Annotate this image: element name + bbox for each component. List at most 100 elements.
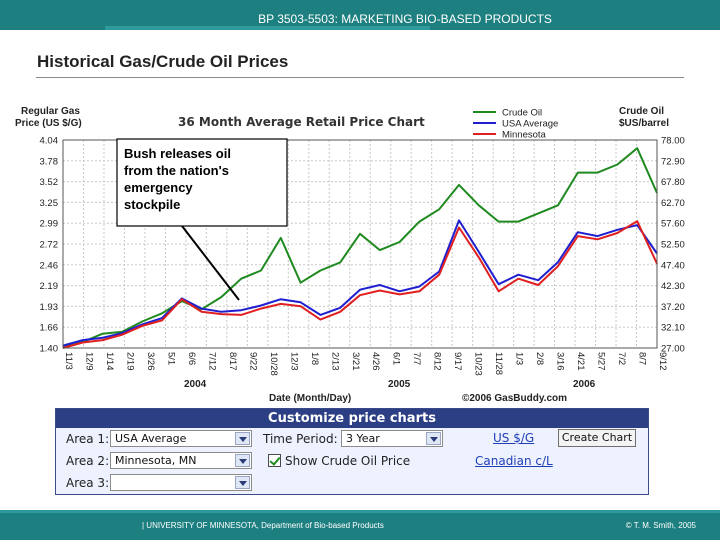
x-tick-label: 3/26 — [145, 352, 156, 371]
footer-bar: | UNIVERSITY OF MINNESOTA, Department of… — [0, 510, 720, 540]
left-tick-label: 2.99 — [40, 219, 59, 230]
canadian-link[interactable]: Canadian c/L — [475, 454, 553, 468]
left-tick-label: 3.25 — [40, 198, 59, 209]
right-tick-label: 57.60 — [661, 219, 685, 230]
legend-label: Minnesota — [502, 130, 547, 141]
x-tick-label: 9/12 — [657, 352, 668, 371]
footer-strip — [0, 510, 720, 513]
series-line-minnesota — [62, 220, 658, 349]
customize-panel: Customize price charts Area 1: USA Avera… — [55, 408, 649, 495]
chart-credit: ©2006 GasBuddy.com — [462, 393, 567, 404]
left-tick-label: 4.04 — [40, 136, 59, 147]
time-period-label: Time Period: — [263, 432, 338, 446]
right-tick-label: 52.50 — [661, 240, 685, 251]
x-axis-label: Date (Month/Day) — [269, 393, 351, 404]
left-tick-label: 1.93 — [40, 302, 59, 313]
right-tick-label: 67.80 — [661, 177, 685, 188]
annotation-pointer — [181, 225, 240, 301]
left-tick-label: 3.78 — [40, 156, 59, 167]
x-tick-label: 12/3 — [288, 352, 299, 371]
customize-panel-title: Customize price charts — [56, 409, 648, 428]
right-tick-label: 37.20 — [661, 302, 685, 313]
create-chart-button[interactable]: Create Chart — [558, 429, 636, 447]
course-title: BP 3503-5503: MARKETING BIO-BASED PRODUC… — [258, 12, 552, 26]
x-tick-label: 11/28 — [493, 352, 504, 375]
annotation-line: emergency — [124, 180, 193, 195]
right-axis-ticks: 78.00 72.90 67.80 62.70 57.60 52.50 47.40 42.30… — [661, 136, 685, 355]
x-tick-label: 8/17 — [227, 352, 238, 371]
annotation-line: from the nation's — [124, 163, 229, 178]
header-bar: BP 3503-5503: MARKETING BIO-BASED PRODUC… — [0, 0, 720, 30]
x-tick-label: 6/6 — [186, 352, 197, 365]
year-label: 2006 — [573, 379, 596, 390]
plot-frame — [62, 139, 658, 349]
series-line-crude-oil — [62, 147, 658, 347]
slide-title: Historical Gas/Crude Oil Prices — [37, 52, 289, 71]
show-crude-checkbox[interactable] — [268, 454, 281, 467]
time-period-value: 3 Year — [346, 432, 380, 445]
left-tick-label: 1.40 — [40, 344, 59, 355]
footer-copyright: © T. M. Smith, 2005 — [625, 521, 696, 530]
area2-select[interactable]: Minnesota, MN — [110, 452, 252, 469]
area2-value: Minnesota, MN — [115, 454, 197, 467]
x-tick-label: 5/1 — [165, 352, 176, 365]
show-crude-label: Show Crude Oil Price — [285, 454, 411, 468]
x-tick-label: 2/19 — [124, 352, 135, 371]
x-tick-label: 7/2 — [616, 352, 627, 365]
time-period-select[interactable]: 3 Year — [341, 430, 443, 447]
annotation-line: Bush releases oil — [124, 146, 231, 161]
left-tick-label: 2.46 — [40, 260, 59, 271]
x-axis-ticks: 11/3 12/9 1/14 2/19 3/26 5/1 6/6 7/12 8/17 9/22 10… — [63, 352, 668, 376]
right-tick-label: 42.30 — [661, 281, 685, 292]
chevron-down-icon[interactable] — [235, 432, 250, 445]
area1-select[interactable]: USA Average — [110, 430, 252, 447]
area2-label: Area 2: — [66, 454, 110, 468]
chevron-down-icon[interactable] — [235, 454, 250, 467]
title-divider — [36, 77, 684, 78]
year-label: 2005 — [388, 379, 411, 390]
right-axis-label-line2: $US/barrel — [619, 118, 669, 129]
area1-value: USA Average — [115, 432, 187, 445]
series-line-usa-average — [62, 219, 658, 347]
left-axis-label-line2: Price (US $/G) — [15, 118, 82, 129]
x-tick-label: 10/23 — [473, 352, 484, 376]
x-tick-label: 2/8 — [534, 352, 545, 365]
left-axis-ticks: 4.04 3.78 3.52 3.25 2.99 2.72 2.46 2.19 1.93 1.66… — [40, 136, 59, 355]
right-tick-label: 72.90 — [661, 156, 685, 167]
x-tick-label: 9/22 — [247, 352, 258, 371]
right-tick-label: 27.00 — [661, 344, 685, 355]
annotation-box — [116, 138, 288, 227]
chart-title: 36 Month Average Retail Price Chart — [178, 115, 425, 129]
right-tick-label: 62.70 — [661, 198, 685, 209]
x-tick-label: 9/17 — [452, 352, 463, 371]
annotation-line: stockpile — [124, 197, 180, 212]
x-tick-label: 6/1 — [391, 352, 402, 365]
left-tick-label: 2.19 — [40, 281, 59, 292]
x-tick-label: 3/21 — [350, 352, 361, 371]
series-layer — [62, 147, 658, 349]
legend-label: USA Average — [502, 119, 558, 130]
chevron-down-icon[interactable] — [235, 476, 250, 489]
header-strip — [105, 26, 430, 30]
x-tick-label: 8/12 — [432, 352, 443, 371]
chevron-down-icon[interactable] — [426, 432, 441, 445]
left-tick-label: 1.66 — [40, 323, 59, 334]
x-tick-label: 4/26 — [370, 352, 381, 371]
right-tick-label: 32.10 — [661, 323, 685, 334]
x-tick-label: 8/7 — [637, 352, 648, 365]
x-tick-label: 2/13 — [329, 352, 340, 371]
x-tick-label: 5/27 — [596, 352, 607, 371]
footer-org: | UNIVERSITY OF MINNESOTA, Department of… — [142, 521, 384, 530]
right-tick-label: 78.00 — [661, 136, 685, 147]
chart: 4.04 3.78 3.52 3.25 2.99 2.72 2.46 2.19 1.93 1.66… — [0, 92, 720, 410]
area3-select[interactable] — [110, 474, 252, 491]
area1-label: Area 1: — [66, 432, 110, 446]
area3-label: Area 3: — [66, 476, 110, 490]
right-axis-label-line1: Crude Oil — [619, 106, 664, 117]
x-tick-label: 10/28 — [268, 352, 279, 376]
x-tick-label: 3/16 — [555, 352, 566, 371]
us-dollar-link[interactable]: US $/G — [493, 431, 535, 445]
left-tick-label: 2.72 — [40, 240, 59, 251]
